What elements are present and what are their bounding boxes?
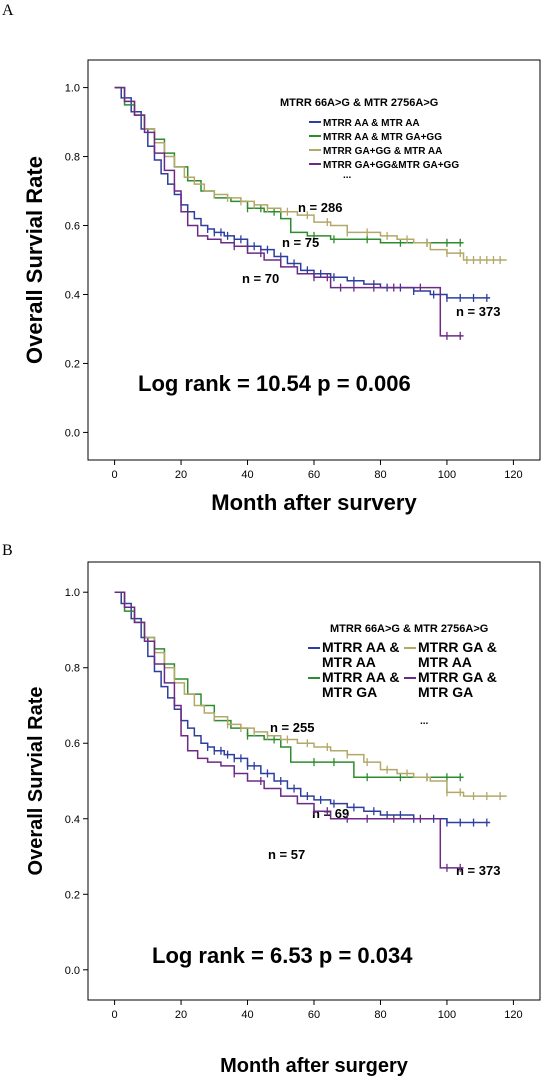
y-tick-label: 0.0	[65, 965, 80, 977]
x-tick-label: 60	[308, 469, 320, 481]
legend-entry: MTRR GA+GG & MTR AA	[323, 146, 442, 157]
x-axis-title: Month after surgery	[220, 1055, 409, 1077]
legend-entry: MTRR AA & MTR AA	[323, 118, 420, 129]
y-tick-label: 0.8	[65, 152, 80, 164]
x-tick-label: 80	[374, 469, 386, 481]
panel-label-a: A	[2, 2, 14, 19]
count-label-3: n = 255	[270, 720, 314, 735]
legend-entry: MTRR AA & MTR AA	[322, 639, 400, 670]
survival-curve-4	[114, 591, 464, 869]
x-axis-title: Month after survery	[211, 490, 417, 515]
y-tick-label: 0.4	[65, 814, 80, 826]
x-tick-label: 100	[438, 1009, 456, 1021]
x-tick-label: 0	[112, 1009, 118, 1021]
y-axis-title: Overall Survial Rate	[22, 156, 47, 364]
x-tick-label: 100	[438, 469, 456, 481]
log-rank-annotation: Log rank = 6.53 p = 0.034	[152, 943, 413, 968]
x-tick-label: 120	[504, 469, 522, 481]
panel-label-b: B	[2, 542, 13, 559]
legend-entry: MTRR GA+GG&MTR GA+GG	[323, 160, 459, 171]
y-tick-label: 0.8	[65, 663, 80, 675]
survival-chart-b: 0.0 0.2 0.4 0.6 0.8 1.0 0 20 40 60 80 100 120 Overall…	[25, 561, 541, 1077]
legend-entry: MTRR AA & MTR GA	[322, 669, 400, 700]
y-tick-label: 0.0	[65, 427, 80, 439]
legend-ellipsis: ...	[343, 170, 352, 181]
x-tick-label: 60	[308, 1009, 320, 1021]
survival-curve-4	[114, 86, 464, 337]
legend-title: MTRR 66A>G & MTR 2756A>G	[280, 97, 438, 109]
legend-ellipsis: ...	[420, 716, 429, 727]
x-tick-label: 80	[374, 1009, 386, 1021]
y-tick-label: 0.4	[65, 289, 80, 301]
survival-curve-3	[114, 86, 507, 261]
count-label-4: n = 70	[242, 271, 279, 286]
survival-curve-1	[114, 591, 491, 824]
legend-title: MTRR 66A>G & MTR 2756A>G	[330, 623, 488, 635]
x-tick-label: 20	[175, 469, 187, 481]
legend-entry: MTRR GA & MTR AA	[418, 639, 497, 670]
survival-chart-a: 0.0 0.2 0.4 0.6 0.8 1.0 0 20 40 60 80 100 120 Overall…	[22, 59, 541, 515]
y-tick-label: 1.0	[65, 587, 80, 599]
y-tick-label: 0.6	[65, 738, 80, 750]
count-label-1: n = 373	[456, 304, 500, 319]
x-tick-label: 120	[504, 1009, 522, 1021]
x-tick-label: 40	[241, 469, 253, 481]
legend-entry: MTRR GA & MTR GA	[418, 669, 497, 700]
y-axis-title: Overall Survial Rate	[25, 687, 47, 876]
log-rank-annotation: Log rank = 10.54 p = 0.006	[138, 371, 411, 396]
count-label-3: n = 286	[298, 200, 342, 215]
count-label-2: n = 75	[282, 235, 319, 250]
x-tick-label: 0	[112, 469, 118, 481]
y-tick-label: 1.0	[65, 83, 80, 95]
y-tick-label: 0.2	[65, 358, 80, 370]
y-tick-label: 0.6	[65, 221, 80, 233]
x-tick-label: 40	[241, 1009, 253, 1021]
count-label-4: n = 57	[268, 847, 305, 862]
plot-frame	[87, 561, 541, 1001]
x-tick-label: 20	[175, 1009, 187, 1021]
count-label-1: n = 373	[456, 863, 500, 878]
legend-entry: MTRR AA & MTR GA+GG	[323, 132, 442, 143]
y-tick-label: 0.2	[65, 889, 80, 901]
